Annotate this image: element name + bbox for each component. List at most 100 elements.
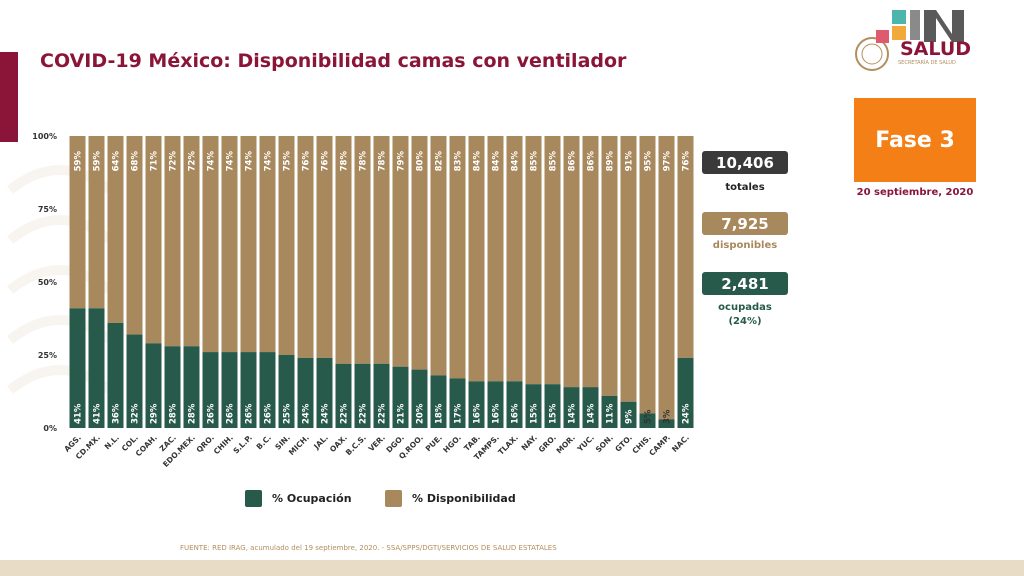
data-label-available: 59% bbox=[74, 151, 84, 172]
category-label: CHIH. bbox=[212, 433, 235, 456]
bar-occupied bbox=[126, 334, 143, 428]
data-label-occupied: 18% bbox=[435, 403, 445, 424]
legend-occupied-label: % Ocupación bbox=[272, 491, 352, 505]
data-label-available: 59% bbox=[93, 151, 103, 172]
occupied-beds-label: ocupadas bbox=[718, 302, 772, 313]
data-label-available: 83% bbox=[454, 151, 464, 172]
data-label-occupied: 16% bbox=[511, 403, 521, 424]
data-label-available: 78% bbox=[340, 151, 350, 172]
bar-available bbox=[183, 136, 200, 347]
bar-available bbox=[468, 136, 485, 382]
data-label-occupied: 25% bbox=[283, 403, 293, 424]
category-label: YUC. bbox=[575, 433, 596, 454]
bar-available bbox=[69, 136, 86, 309]
logo-subtitle: SECRETARÍA DE SALUD bbox=[898, 60, 956, 66]
data-label-occupied: 26% bbox=[226, 403, 236, 424]
bar-available bbox=[354, 136, 371, 364]
logo-emblem-icon bbox=[855, 10, 964, 71]
bar-available bbox=[563, 136, 580, 388]
data-label-available: 76% bbox=[302, 151, 312, 172]
category-label: S.L.P. bbox=[231, 433, 254, 456]
legend-occupied-swatch bbox=[245, 489, 262, 507]
occupied-beds-value: 2,481 bbox=[702, 272, 788, 295]
legend-available: % Disponibilidad bbox=[385, 489, 516, 507]
data-label-available: 89% bbox=[606, 151, 616, 172]
category-label: B.C. bbox=[255, 433, 273, 451]
bar-available bbox=[278, 136, 295, 355]
data-label-occupied: 16% bbox=[492, 403, 502, 424]
bar-available bbox=[392, 136, 409, 367]
bar-occupied bbox=[658, 419, 675, 428]
data-label-occupied: 22% bbox=[340, 403, 350, 424]
bar-available bbox=[411, 136, 428, 370]
bar-available bbox=[373, 136, 390, 364]
bar-available bbox=[620, 136, 637, 402]
bar-available bbox=[259, 136, 276, 353]
bar-available bbox=[164, 136, 181, 347]
bar-occupied bbox=[487, 381, 504, 428]
category-label: CAMP. bbox=[647, 433, 672, 458]
data-label-occupied: 29% bbox=[150, 403, 160, 424]
logo-text: SALUD bbox=[900, 38, 972, 60]
bar-occupied bbox=[88, 308, 105, 428]
data-label-occupied: 15% bbox=[530, 403, 540, 424]
bar-occupied bbox=[677, 357, 694, 428]
category-label: TLAX. bbox=[496, 433, 520, 457]
data-label-available: 74% bbox=[226, 151, 236, 172]
bar-occupied bbox=[506, 381, 523, 428]
data-label-available: 76% bbox=[682, 151, 692, 172]
bar-occupied bbox=[392, 366, 409, 428]
bar-available bbox=[430, 136, 447, 376]
data-label-occupied: 28% bbox=[188, 403, 198, 424]
category-label: NAY. bbox=[520, 433, 539, 452]
data-label-occupied: 26% bbox=[264, 403, 274, 424]
bar-occupied bbox=[620, 401, 637, 428]
total-beds-value: 10,406 bbox=[702, 151, 788, 174]
data-label-available: 84% bbox=[511, 151, 521, 172]
data-label-occupied: 15% bbox=[549, 403, 559, 424]
data-label-available: 86% bbox=[587, 151, 597, 172]
category-label: HGO. bbox=[441, 433, 463, 455]
bar-occupied bbox=[354, 363, 371, 428]
category-label: MOR. bbox=[555, 433, 577, 455]
category-label: PUE. bbox=[424, 433, 444, 453]
data-label-occupied: 24% bbox=[302, 403, 312, 424]
available-beds-value: 7,925 bbox=[702, 212, 788, 235]
bar-occupied bbox=[468, 381, 485, 428]
bar-occupied bbox=[69, 308, 86, 428]
category-label: VER. bbox=[367, 433, 387, 453]
category-label: B.C.S. bbox=[344, 433, 368, 457]
bar-available bbox=[658, 136, 675, 420]
bar-occupied bbox=[411, 369, 428, 428]
data-label-occupied: 16% bbox=[473, 403, 483, 424]
watermark-ornament bbox=[6, 165, 114, 394]
legend-occupied: % Ocupación bbox=[245, 489, 352, 507]
bar-available bbox=[601, 136, 618, 396]
bar-occupied bbox=[335, 363, 352, 428]
bar-occupied bbox=[259, 352, 276, 428]
data-label-available: 72% bbox=[169, 151, 179, 172]
data-label-occupied: 9% bbox=[625, 409, 635, 424]
bar-occupied bbox=[316, 357, 333, 428]
data-label-occupied: 41% bbox=[93, 403, 103, 424]
data-label-available: 72% bbox=[188, 151, 198, 172]
data-label-available: 74% bbox=[264, 151, 274, 172]
legend-available-label: % Disponibilidad bbox=[412, 491, 516, 505]
data-label-occupied: 14% bbox=[587, 403, 597, 424]
bar-occupied bbox=[373, 363, 390, 428]
category-label: GRO. bbox=[537, 433, 558, 454]
data-label-occupied: 41% bbox=[74, 403, 84, 424]
category-label: COAH. bbox=[134, 433, 159, 458]
bar-available bbox=[525, 136, 542, 385]
bar-available bbox=[487, 136, 504, 382]
data-label-available: 82% bbox=[435, 151, 445, 172]
category-label: NAC. bbox=[670, 433, 691, 454]
bar-occupied bbox=[582, 387, 599, 428]
data-label-available: 74% bbox=[207, 151, 217, 172]
legend-available-swatch bbox=[385, 489, 402, 507]
data-label-occupied: 32% bbox=[131, 403, 141, 424]
bar-occupied bbox=[601, 395, 618, 428]
data-label-occupied: 26% bbox=[207, 403, 217, 424]
